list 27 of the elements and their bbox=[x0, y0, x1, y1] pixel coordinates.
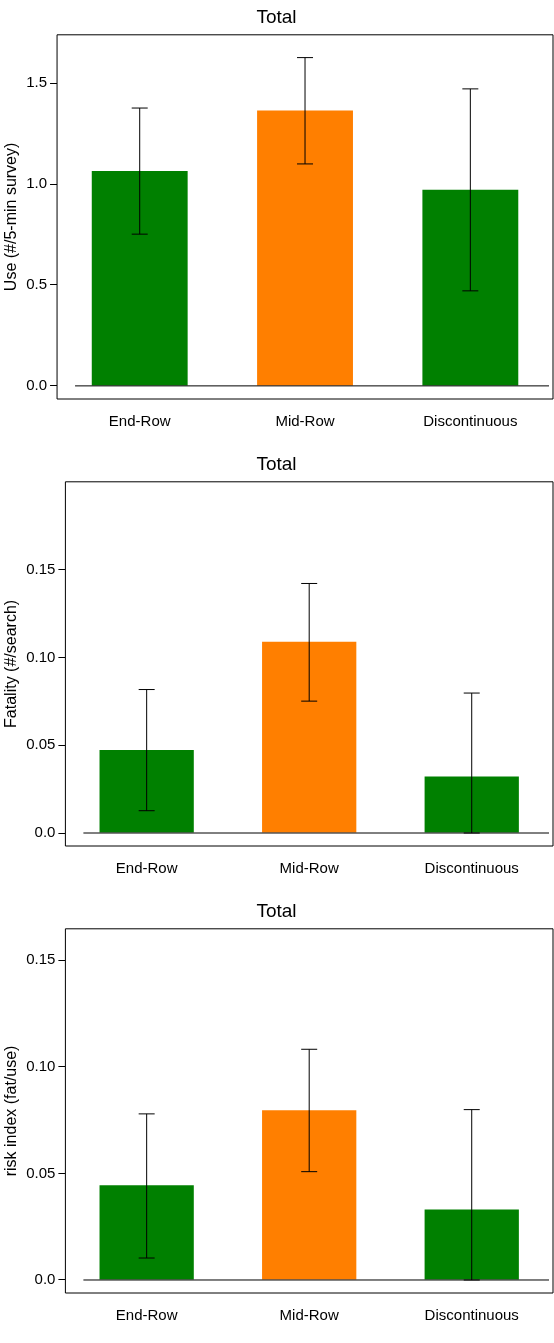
y-tick-label: 1.5 bbox=[26, 73, 48, 91]
x-tick-label: Discontinuous bbox=[424, 859, 519, 877]
y-tick-label: 0.15 bbox=[26, 950, 56, 968]
y-tick-label: 0.5 bbox=[26, 275, 48, 293]
y-tick-label: 0.0 bbox=[34, 1270, 56, 1288]
y-tick-label: 0.0 bbox=[26, 376, 48, 394]
y-axis-title: Fatality (#/search) bbox=[2, 599, 20, 728]
x-tick-label: End-Row bbox=[115, 859, 178, 877]
y-tick-label: 0.05 bbox=[26, 735, 56, 753]
x-tick-label: Discontinuous bbox=[424, 1306, 519, 1324]
y-tick-label: 0.10 bbox=[26, 647, 56, 665]
x-tick-label: Discontinuous bbox=[423, 412, 518, 430]
y-axis-title: Use (#/5-min survey) bbox=[2, 142, 20, 292]
y-tick-label: 0.05 bbox=[26, 1163, 56, 1181]
chart-title: Total bbox=[256, 899, 297, 921]
chart-title: Total bbox=[256, 5, 297, 27]
y-tick-label: 1.0 bbox=[26, 174, 48, 192]
y-tick-label: 0.15 bbox=[26, 559, 56, 577]
y-tick-label: 0.10 bbox=[26, 1056, 56, 1074]
chart-title: Total bbox=[256, 452, 297, 474]
x-tick-label: Mid-Row bbox=[279, 1306, 339, 1324]
x-tick-label: End-Row bbox=[115, 1306, 178, 1324]
x-tick-label: End-Row bbox=[108, 412, 171, 430]
y-axis-title: risk index (fat/use) bbox=[2, 1045, 20, 1177]
y-tick-label: 0.0 bbox=[34, 823, 56, 841]
x-tick-label: Mid-Row bbox=[279, 859, 339, 877]
x-tick-label: Mid-Row bbox=[275, 412, 335, 430]
